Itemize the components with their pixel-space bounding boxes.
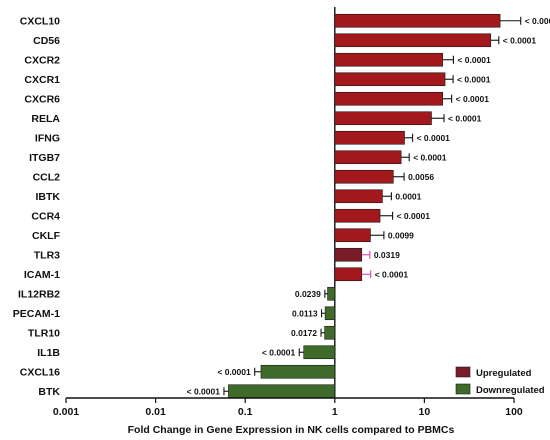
bars-layer	[223, 7, 522, 399]
bar-icam-1	[334, 267, 363, 282]
p-value-label: < 0.0001	[457, 74, 491, 84]
bar-ccl2	[334, 169, 394, 184]
bar-cxcl10	[334, 13, 501, 28]
gene-label: IFNG	[35, 133, 60, 145]
bar-cxcr1	[334, 72, 446, 87]
bar-cxcr6	[334, 91, 443, 106]
p-value-label: < 0.0001	[262, 347, 296, 357]
gene-label: CCL2	[33, 172, 61, 184]
bar-ibtk	[334, 189, 383, 204]
legend-swatch	[455, 366, 471, 378]
p-value-label: < 0.0001	[503, 35, 537, 45]
bar-rela	[334, 111, 432, 126]
gene-label: ITGB7	[29, 152, 60, 164]
p-value-label: < 0.0001	[448, 113, 482, 123]
gene-label: TLR3	[34, 250, 60, 262]
p-value-label: 0.0099	[388, 230, 414, 240]
x-axis-title: Fold Change in Gene Expression in NK cel…	[128, 424, 455, 436]
p-value-label: < 0.0001	[413, 152, 447, 162]
p-value-label: 0.0001	[395, 191, 421, 201]
gene-label: CCR4	[31, 211, 60, 223]
bar-il1b	[303, 345, 336, 360]
p-value-label: < 0.0001	[456, 94, 490, 104]
p-value-label: < 0.0001	[397, 211, 431, 221]
bar-btk	[228, 384, 336, 399]
gene-label: CXCL16	[20, 367, 60, 379]
bar-ifng	[334, 130, 405, 145]
legend-swatch	[455, 383, 471, 395]
x-axis: 0.001 0.01 0.1 1 10 100	[53, 397, 523, 418]
gene-label: TLR10	[28, 328, 60, 340]
bar-pecam-1	[324, 306, 336, 321]
gene-label: IL12RB2	[18, 289, 60, 301]
x-tick-label: 0.001	[53, 406, 79, 418]
x-tick-label: 0.01	[145, 406, 166, 418]
gene-label: RELA	[31, 113, 60, 125]
p-value-label: < 0.0001	[417, 133, 451, 143]
legend-label: Upregulated	[476, 368, 532, 379]
gene-label: CKLF	[32, 230, 61, 242]
p-value-label: < 0.0001	[217, 367, 251, 377]
x-tick-label: 1	[332, 406, 338, 418]
gene-label: CXCR2	[24, 55, 60, 67]
bar-cd56	[334, 33, 492, 48]
x-tick-label: 10	[419, 406, 431, 418]
p-value-label: < 0.0001	[187, 386, 221, 396]
p-value-label: 0.0319	[374, 250, 400, 260]
bar-itgb7	[334, 150, 402, 165]
gene-label: ICAM-1	[24, 269, 60, 281]
p-value-label: < 0.0001	[457, 55, 491, 65]
x-tick-label: 0.1	[238, 406, 253, 418]
p-value-label: 0.0056	[408, 172, 434, 182]
bar-cxcr2	[334, 52, 443, 67]
gene-label: CD56	[33, 35, 60, 47]
bar-cxcl16	[260, 364, 336, 379]
gene-label: CXCR1	[24, 74, 60, 86]
p-value-label: < 0.0001	[525, 16, 550, 26]
p-value-label: 0.0172	[291, 328, 317, 338]
x-tick-label: 100	[505, 406, 523, 418]
gene-label: IL1B	[37, 347, 60, 359]
gene-label: PECAM-1	[13, 308, 60, 320]
labels-layer: CXCL10 < 0.0001 CD56 < 0.0001 CXCR2 < 0.0001 C…	[13, 16, 550, 398]
gene-label: BTK	[38, 386, 60, 398]
gene-label: CXCR6	[24, 94, 60, 106]
bar-tlr10	[324, 325, 336, 340]
p-value-label: 0.0239	[295, 289, 321, 299]
legend: Upregulated Downregulated	[455, 366, 545, 396]
bar-il12rb2	[327, 286, 336, 301]
gene-label: IBTK	[36, 191, 61, 203]
p-value-label: < 0.0001	[375, 269, 409, 279]
legend-label: Downregulated	[476, 385, 545, 396]
bar-tlr3	[334, 247, 363, 262]
bar-cklf	[334, 228, 371, 243]
gene-label: CXCL10	[20, 16, 60, 28]
bar-ccr4	[334, 208, 381, 223]
p-value-label: 0.0113	[292, 308, 318, 318]
